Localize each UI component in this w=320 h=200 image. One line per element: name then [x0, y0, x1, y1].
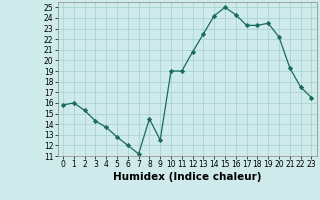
X-axis label: Humidex (Indice chaleur): Humidex (Indice chaleur): [113, 172, 261, 182]
